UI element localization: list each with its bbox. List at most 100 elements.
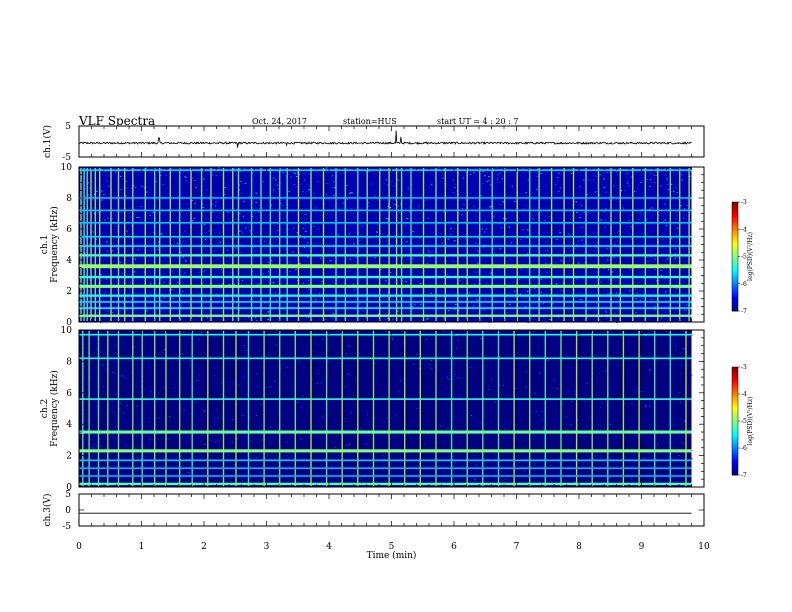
noise-speck xyxy=(412,363,415,365)
noise-speck xyxy=(174,403,177,405)
noise-speck xyxy=(496,178,498,180)
noise-speck xyxy=(256,320,258,322)
noise-speck xyxy=(483,351,485,353)
noise-speck xyxy=(665,188,667,190)
noise-speck xyxy=(323,332,326,334)
noise-speck xyxy=(600,457,602,459)
noise-speck xyxy=(241,291,243,293)
noise-speck xyxy=(530,185,533,187)
noise-speck xyxy=(470,415,472,416)
frequency-band xyxy=(79,254,692,257)
noise-speck xyxy=(187,207,190,209)
noise-speck xyxy=(600,454,602,456)
noise-speck xyxy=(442,330,444,332)
spheric-impulse xyxy=(585,168,587,321)
noise-speck xyxy=(188,472,190,473)
noise-speck xyxy=(207,452,210,454)
noise-speck xyxy=(641,297,643,298)
noise-speck xyxy=(199,477,202,479)
noise-speck xyxy=(149,214,151,216)
noise-speck xyxy=(577,373,580,375)
noise-speck xyxy=(303,179,306,181)
noise-speck xyxy=(121,350,124,352)
noise-speck xyxy=(94,473,97,475)
noise-speck xyxy=(217,417,219,419)
noise-speck xyxy=(216,220,219,222)
noise-speck xyxy=(193,453,195,455)
noise-speck xyxy=(188,453,191,455)
spheric-impulse xyxy=(200,168,203,321)
noise-speck xyxy=(314,355,316,357)
noise-speck xyxy=(105,349,108,351)
noise-speck xyxy=(489,340,491,342)
noise-speck xyxy=(154,440,157,442)
noise-speck xyxy=(520,405,522,407)
noise-speck xyxy=(142,416,144,418)
noise-speck xyxy=(211,211,213,213)
noise-speck xyxy=(508,370,510,372)
noise-speck xyxy=(601,402,604,404)
noise-speck xyxy=(264,302,266,304)
colorbar-segment xyxy=(732,376,738,379)
spheric-impulse xyxy=(688,168,690,321)
y-tick-label: 4 xyxy=(66,256,72,266)
noise-speck xyxy=(560,259,562,261)
colorbar-segment xyxy=(732,292,738,296)
noise-speck xyxy=(217,446,219,448)
noise-speck xyxy=(570,396,572,397)
noise-speck xyxy=(545,263,547,265)
noise-speck xyxy=(576,211,578,213)
noise-speck xyxy=(185,170,187,172)
noise-speck xyxy=(241,479,243,481)
noise-speck xyxy=(182,256,184,258)
noise-speck xyxy=(276,344,278,346)
spheric-impulse xyxy=(341,331,343,486)
noise-speck xyxy=(151,367,154,369)
noise-speck xyxy=(499,223,501,225)
noise-speck xyxy=(145,369,147,371)
noise-speck xyxy=(244,183,247,184)
noise-speck xyxy=(623,332,625,334)
spheric-impulse xyxy=(94,168,96,321)
noise-speck xyxy=(162,293,164,295)
noise-speck xyxy=(403,342,405,344)
noise-speck xyxy=(426,479,428,480)
noise-speck xyxy=(227,454,229,456)
spheric-impulse xyxy=(335,168,337,321)
noise-speck xyxy=(214,418,216,420)
noise-speck xyxy=(461,168,464,170)
noise-speck xyxy=(138,465,141,467)
noise-speck xyxy=(296,267,299,269)
noise-speck xyxy=(313,192,315,194)
noise-speck xyxy=(578,262,580,264)
noise-speck xyxy=(353,243,355,245)
noise-speck xyxy=(347,396,350,398)
noise-speck xyxy=(540,419,543,421)
noise-speck xyxy=(114,171,117,173)
noise-speck xyxy=(339,230,342,232)
noise-speck xyxy=(631,454,633,455)
noise-speck xyxy=(364,344,366,346)
noise-speck xyxy=(139,479,141,481)
noise-speck xyxy=(604,477,606,479)
noise-speck xyxy=(245,227,247,229)
noise-speck xyxy=(676,256,678,258)
noise-speck xyxy=(371,246,374,248)
noise-speck xyxy=(361,225,363,227)
noise-speck xyxy=(599,401,601,403)
noise-speck xyxy=(215,378,217,379)
noise-speck xyxy=(125,181,128,183)
noise-speck xyxy=(607,259,609,261)
spheric-impulse xyxy=(529,331,531,486)
noise-speck xyxy=(221,394,223,396)
colorbar-segment xyxy=(732,469,738,472)
noise-speck xyxy=(407,304,410,306)
noise-speck xyxy=(523,412,525,413)
noise-speck xyxy=(336,217,338,219)
noise-speck xyxy=(346,228,349,230)
noise-speck xyxy=(186,180,188,182)
noise-speck xyxy=(352,373,355,375)
noise-speck xyxy=(236,438,238,440)
noise-speck xyxy=(487,415,489,417)
noise-speck xyxy=(507,312,509,313)
